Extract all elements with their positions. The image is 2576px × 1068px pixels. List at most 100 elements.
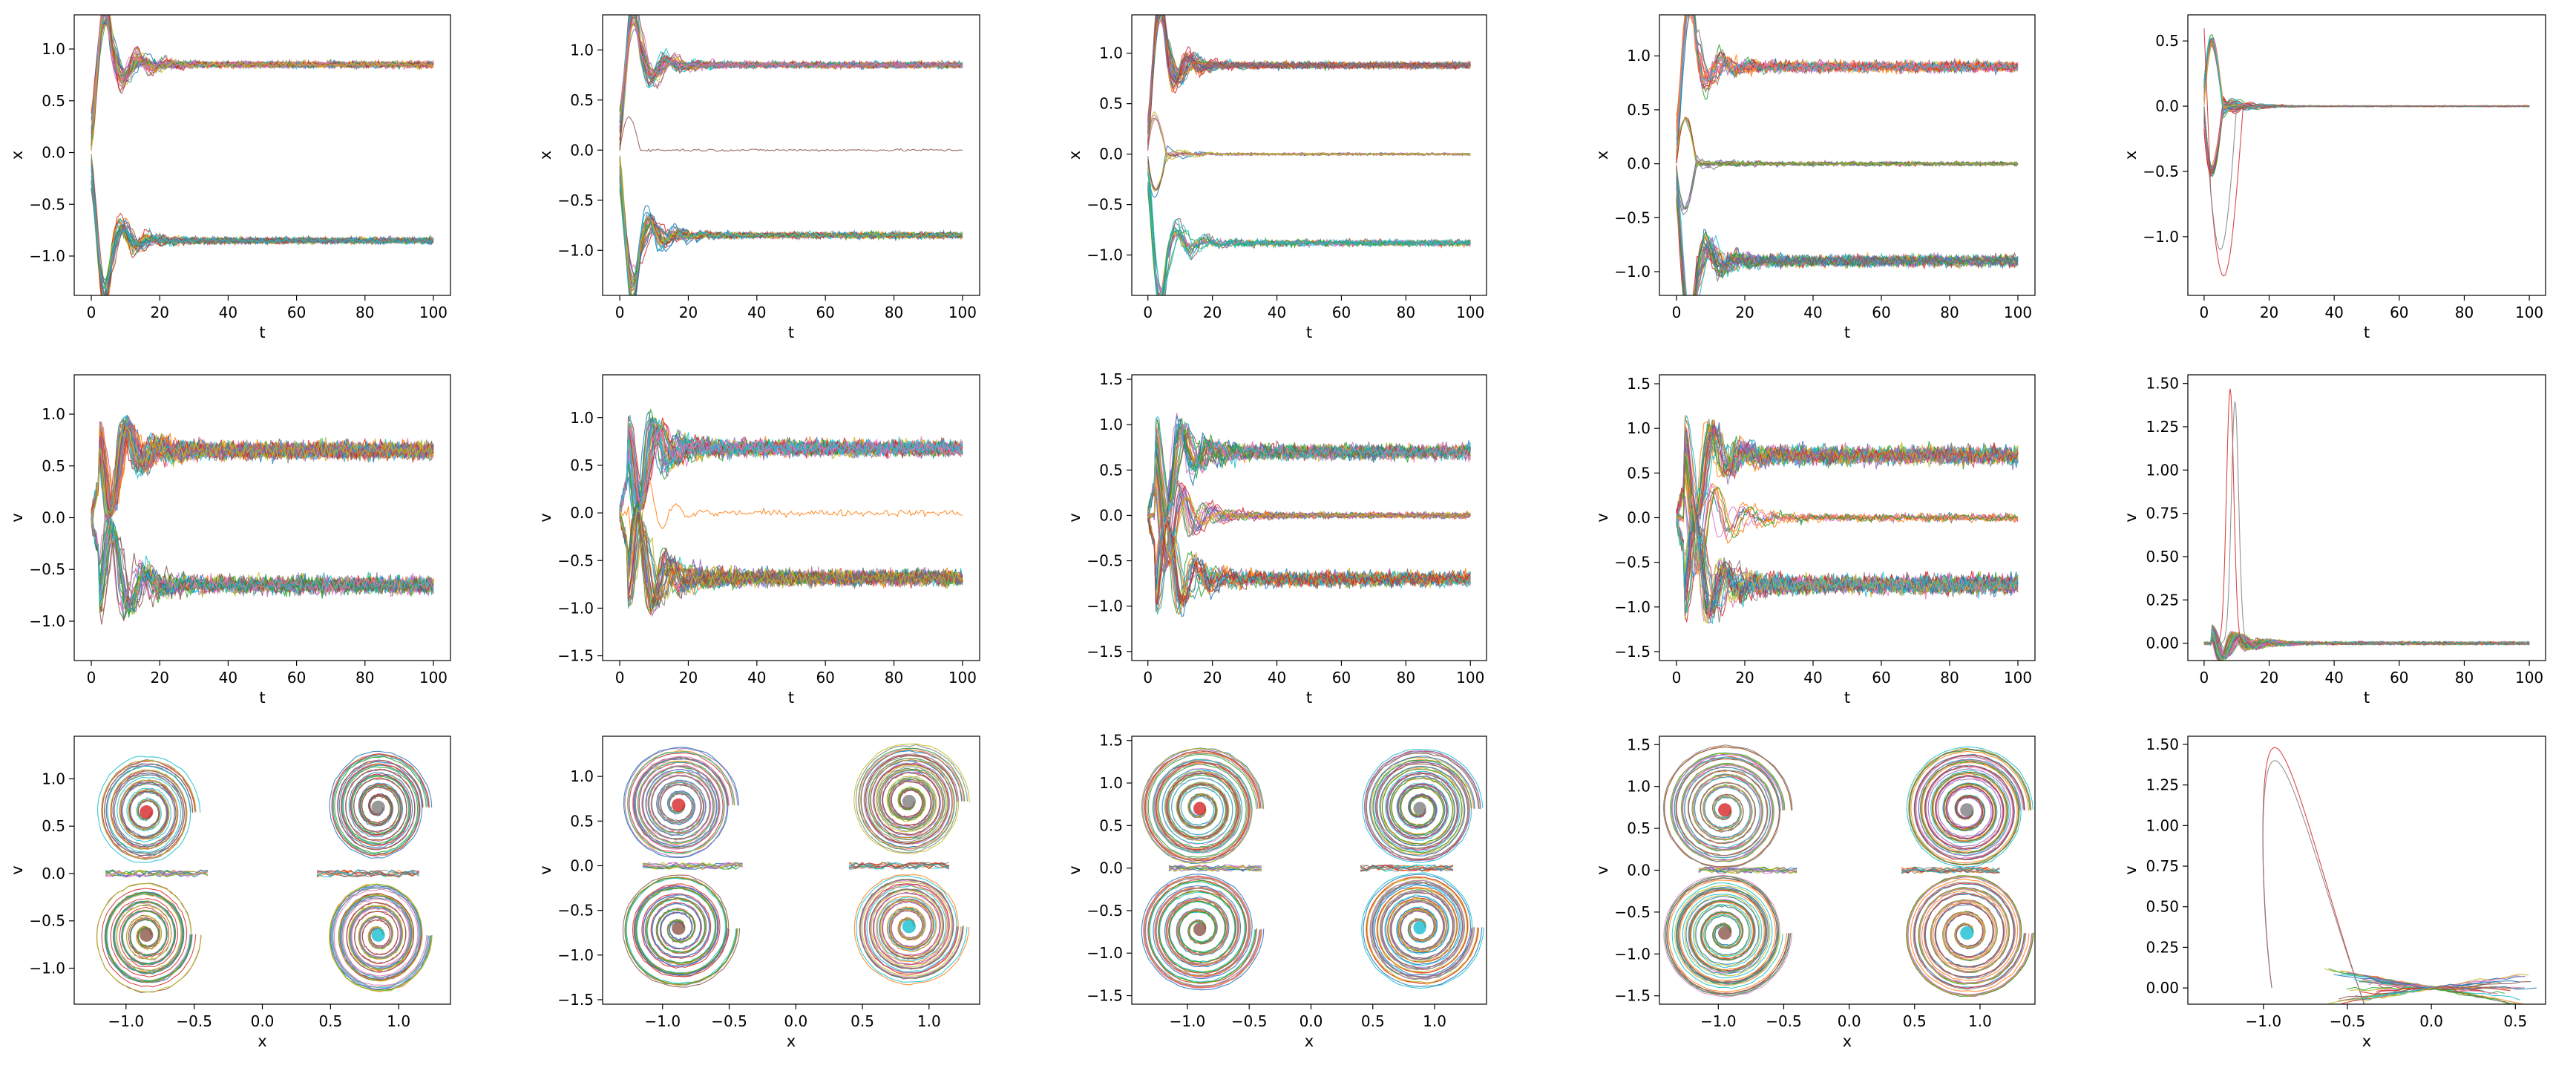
trace-9 bbox=[2203, 99, 2530, 178]
orbit-15 bbox=[96, 883, 202, 993]
x-axis-label: t bbox=[1844, 324, 1850, 341]
trace-58 bbox=[619, 158, 963, 295]
ytick-label: 0.5 bbox=[42, 457, 65, 475]
attractor-center-0 bbox=[672, 798, 686, 812]
trace-1 bbox=[1147, 426, 1471, 522]
attractor-center-1 bbox=[1718, 926, 1732, 940]
trace-49 bbox=[619, 419, 963, 515]
trace-44 bbox=[1147, 185, 1471, 294]
trace-43 bbox=[2203, 626, 2530, 657]
trace-57 bbox=[1676, 517, 2019, 623]
trace-16 bbox=[91, 19, 434, 140]
trace-27 bbox=[619, 169, 963, 281]
xtick-label: 0 bbox=[2200, 669, 2209, 687]
orbit-29 bbox=[1366, 753, 1479, 859]
trace-21 bbox=[91, 182, 434, 289]
ytick-label: −0.5 bbox=[557, 551, 594, 569]
subplot-p13: 0 20 40 60 80 100 −1.5 −1.0 −0.5 0.0 0.5 1.0 1.5 t v bbox=[1593, 374, 2036, 707]
axis-band-51 bbox=[1901, 866, 2000, 874]
trace-14 bbox=[2203, 42, 2530, 110]
trace-26 bbox=[619, 509, 963, 608]
trace-49 bbox=[1147, 183, 1471, 295]
orbit-24 bbox=[1369, 756, 1475, 856]
xtick-label: 80 bbox=[2455, 669, 2474, 687]
series-lines-p14 bbox=[2203, 388, 2530, 661]
trace-58 bbox=[619, 506, 963, 613]
xtick-label: 60 bbox=[2390, 304, 2408, 321]
xtick-label: 0.5 bbox=[318, 1012, 342, 1030]
trace-19 bbox=[91, 165, 434, 295]
trace-17 bbox=[1147, 166, 1471, 295]
axes-frame-p04 bbox=[2187, 14, 2546, 296]
xtick-label: 100 bbox=[948, 669, 977, 687]
trace-38 bbox=[619, 421, 963, 515]
trace-34 bbox=[2203, 42, 2530, 112]
trace-2 bbox=[91, 15, 434, 146]
x-axis-label: t bbox=[259, 689, 265, 707]
orbit-19 bbox=[1148, 879, 1256, 983]
trace-20 bbox=[2203, 41, 2530, 112]
ytick-label: 0.5 bbox=[570, 456, 594, 474]
trace-59 bbox=[1676, 15, 2019, 145]
trace-59 bbox=[1147, 416, 1471, 514]
xtick-label: 20 bbox=[151, 304, 169, 321]
attractor-center-0 bbox=[140, 805, 154, 819]
xtick-label: 80 bbox=[355, 669, 374, 687]
trace-33 bbox=[1676, 15, 2019, 159]
ytick-label: 0.0 bbox=[1099, 506, 1123, 524]
xtick-label: 20 bbox=[151, 669, 169, 687]
trace-3 bbox=[2203, 99, 2530, 174]
trace-49 bbox=[1676, 170, 2019, 295]
trace-31 bbox=[619, 160, 963, 283]
ytick-label: 1.0 bbox=[1627, 419, 1651, 437]
xtick-label: 60 bbox=[2390, 669, 2408, 687]
trace-11 bbox=[1676, 179, 2019, 295]
orbit-27 bbox=[1914, 754, 2025, 860]
ytick-label: −1.5 bbox=[557, 991, 594, 1009]
orbit-13 bbox=[1663, 874, 1793, 997]
trace-58 bbox=[91, 15, 434, 151]
xtick-label: 100 bbox=[948, 304, 977, 321]
trace-56 bbox=[91, 512, 434, 613]
trace-46 bbox=[619, 425, 963, 517]
trace-57 bbox=[1147, 15, 1471, 135]
ytick-label: 0.5 bbox=[1099, 816, 1123, 834]
trace-32 bbox=[619, 508, 963, 608]
trace-5 bbox=[1676, 15, 2019, 154]
xtick-label: 100 bbox=[419, 669, 448, 687]
origin-fan-50 bbox=[2362, 988, 2432, 1001]
trace-42 bbox=[1676, 117, 2019, 168]
ytick-label: 1.50 bbox=[2146, 375, 2179, 393]
attractor-center-2 bbox=[371, 800, 385, 814]
orbit-24 bbox=[329, 750, 433, 859]
orbit-29 bbox=[1908, 748, 2031, 865]
trace-12 bbox=[619, 510, 963, 607]
trace-8 bbox=[2203, 102, 2530, 168]
ytick-label: −0.5 bbox=[1087, 552, 1123, 570]
orbit-2 bbox=[1147, 753, 1257, 858]
xtick-label: −1.0 bbox=[1700, 1012, 1737, 1030]
trace-59 bbox=[1676, 515, 2019, 614]
origin-fan-56 bbox=[2346, 972, 2432, 989]
trace-4 bbox=[91, 15, 434, 145]
trace-20 bbox=[1147, 425, 1471, 525]
trace-6 bbox=[91, 158, 434, 295]
trace-31 bbox=[619, 503, 963, 614]
trace-19 bbox=[1147, 423, 1471, 524]
ytick-label: −0.5 bbox=[557, 902, 594, 920]
trace-47 bbox=[2203, 40, 2530, 110]
orbit-37 bbox=[333, 888, 427, 986]
xtick-label: 0.0 bbox=[2419, 1012, 2443, 1030]
xtick-label: 40 bbox=[1268, 669, 1286, 687]
series-lines-p11 bbox=[619, 408, 963, 617]
trace-58 bbox=[1147, 149, 1471, 192]
y-axis-label: v bbox=[537, 513, 554, 522]
ytick-label: 1.0 bbox=[42, 40, 65, 58]
xtick-label: −0.5 bbox=[1231, 1012, 1268, 1030]
xtick-label: 40 bbox=[1803, 669, 1822, 687]
trace-34 bbox=[1147, 456, 1471, 560]
trace-5 bbox=[2203, 42, 2530, 111]
ytick-label: 0.00 bbox=[2146, 635, 2179, 652]
trace-33 bbox=[91, 18, 434, 130]
ytick-label: 0.5 bbox=[570, 91, 594, 109]
